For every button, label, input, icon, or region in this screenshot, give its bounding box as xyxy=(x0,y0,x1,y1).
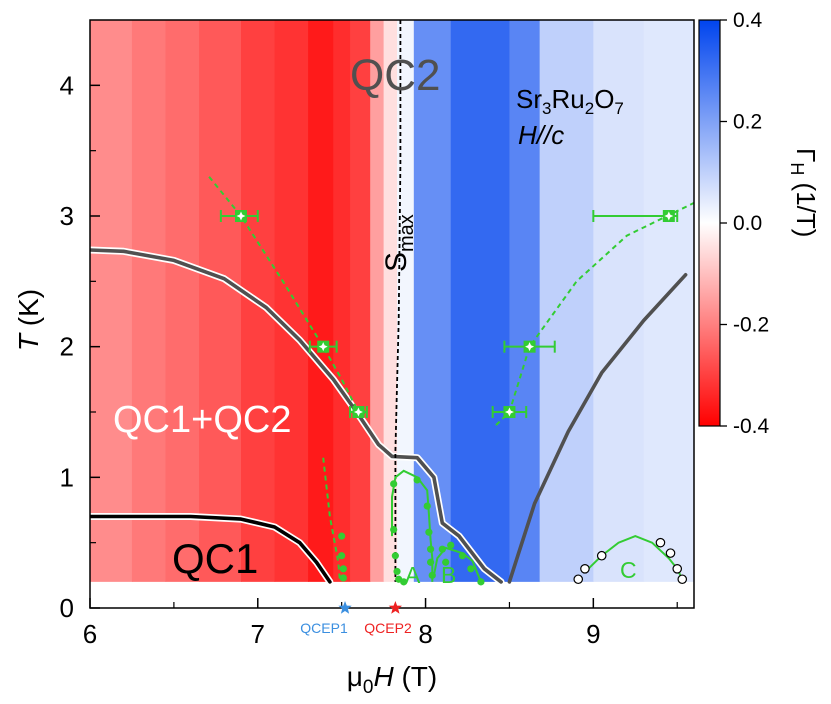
heatmap-column xyxy=(370,20,385,582)
green-data-point xyxy=(477,578,485,586)
green-data-point xyxy=(426,558,435,566)
green-data-point xyxy=(413,476,421,484)
phase-boundary-line xyxy=(507,272,688,584)
x-axis-title: μ0H (T) xyxy=(347,661,437,698)
phase-boundary-line xyxy=(90,514,332,584)
green-marker-star xyxy=(236,211,246,221)
heatmap-column xyxy=(165,20,200,582)
green-data-point xyxy=(428,571,436,579)
open-circle-point xyxy=(677,574,688,585)
colorbar xyxy=(698,19,721,427)
green-data-point xyxy=(467,565,475,573)
green-data-point xyxy=(442,558,450,566)
green-marker-star xyxy=(353,407,363,417)
region-label-a: A xyxy=(405,562,421,588)
x-tick-label: 9 xyxy=(586,619,600,649)
open-circle-point xyxy=(573,574,584,585)
heatmap-column xyxy=(450,20,511,582)
heatmap-column xyxy=(90,20,133,582)
y-tick-label: 0 xyxy=(60,593,74,623)
field-direction-label: H//c xyxy=(518,120,564,150)
open-circle-point xyxy=(596,550,607,561)
heatmap-column xyxy=(383,20,398,582)
green-marker-star xyxy=(504,407,514,417)
critical-point-stars xyxy=(338,601,402,614)
x-tick-label: 8 xyxy=(418,619,432,649)
green-data-point xyxy=(425,528,433,536)
region-label-b: B xyxy=(441,562,456,588)
green-dashed-guide xyxy=(495,202,694,426)
heatmap-column xyxy=(199,20,242,582)
open-circle-point xyxy=(655,537,666,548)
region-label-qc2: QC2 xyxy=(350,51,440,100)
green-data-point xyxy=(447,541,455,549)
y-axis-title: T (K) xyxy=(13,289,44,351)
region-label-c: C xyxy=(620,557,637,583)
region-label-qc1: QC1 xyxy=(172,535,258,582)
critical-point-star xyxy=(388,601,402,614)
green-data-point xyxy=(400,578,408,586)
colorbar-title: ΓH (1/T) xyxy=(787,148,821,237)
y-tick-label: 1 xyxy=(60,462,74,492)
green-data-point xyxy=(339,574,347,582)
critical-point-star xyxy=(338,601,352,614)
green-data-point xyxy=(339,565,347,573)
green-data-point xyxy=(393,567,401,576)
green-data-point xyxy=(390,480,398,488)
heatmap-column xyxy=(413,20,452,582)
colorbar-tick-label: 0.0 xyxy=(733,212,762,235)
heatmap-column xyxy=(593,20,645,582)
heatmap-column xyxy=(539,20,594,582)
heatmap-column xyxy=(131,20,167,582)
qcep1-label: QCEP1 xyxy=(300,620,348,636)
region-label-qc1-qc2: QC1+QC2 xyxy=(113,399,291,441)
heatmap-column xyxy=(397,20,415,582)
s-max-line xyxy=(394,20,402,582)
heatmap-column xyxy=(509,20,541,582)
green-data-point xyxy=(438,545,446,553)
open-circle-point xyxy=(672,563,683,574)
green-data-point xyxy=(458,552,467,560)
s-max-label: Smax xyxy=(380,214,418,272)
material-label: Sr3Ru2O7 xyxy=(516,84,624,118)
colorbar-tick-label: -0.4 xyxy=(733,415,770,438)
axes: 6 7 8 9 0 1 2 3 4 xyxy=(60,70,678,649)
green-marker-star xyxy=(525,342,535,352)
x-tick-label: 6 xyxy=(83,619,97,649)
heatmap-column xyxy=(308,20,334,582)
y-tick-label: 4 xyxy=(60,70,74,100)
open-circle-point xyxy=(580,563,590,574)
x-tick-label: 7 xyxy=(251,619,265,649)
heatmap-column xyxy=(333,20,351,582)
green-marker-star xyxy=(664,211,674,221)
y-tick-label: 3 xyxy=(60,201,74,231)
qcep2-label: QCEP2 xyxy=(364,620,412,636)
green-data-point xyxy=(423,502,431,510)
green-dashed-guide xyxy=(322,457,341,582)
colorbar-tick-label: -0.2 xyxy=(733,314,769,337)
green-line-b xyxy=(432,546,482,583)
heatmap-column xyxy=(643,20,694,582)
green-data-point xyxy=(338,552,346,560)
overlays xyxy=(90,20,694,586)
colorbar-tick-label: 0.2 xyxy=(733,111,762,134)
green-marker-star xyxy=(318,342,328,352)
y-tick-label: 2 xyxy=(60,332,74,362)
green-data-point xyxy=(338,532,346,540)
green-data-point xyxy=(426,545,435,553)
green-dashed-guide xyxy=(208,176,360,413)
open-circle-point xyxy=(665,548,676,558)
green-data-point xyxy=(391,552,399,560)
green-data-point xyxy=(390,526,398,534)
heatmap-column xyxy=(350,20,371,582)
heatmap-column xyxy=(274,20,309,582)
colorbar-ticks: 0.4 0.2 0.0 -0.2 -0.4 xyxy=(720,9,770,438)
colorbar-tick-label: 0.4 xyxy=(733,9,763,32)
phase-boundary-line xyxy=(90,248,503,584)
heatmap xyxy=(90,20,694,582)
